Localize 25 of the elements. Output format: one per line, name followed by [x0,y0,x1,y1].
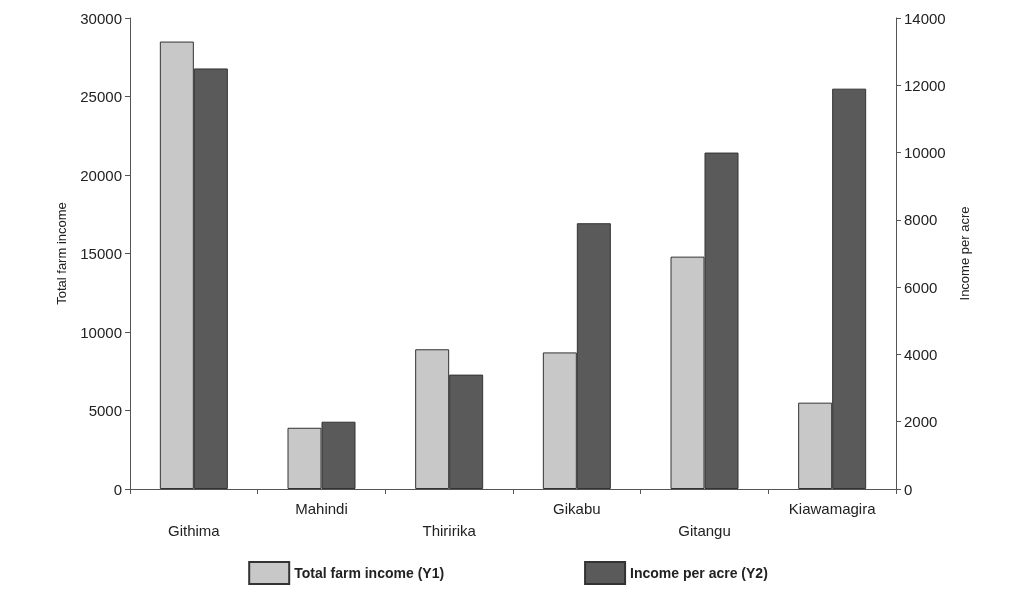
y2-tick-label: 0 [904,480,913,498]
y-tick-label: 15000 [80,245,122,262]
y2-tick-label: 4000 [904,345,938,363]
y-axis-title: Total farm income [54,202,69,305]
y-tick-label: 5000 [88,402,122,419]
x-tick-label: Gitangu [678,521,731,539]
legend-label: Total farm income (Y1) [294,565,445,581]
y2-tick-label: 14000 [904,9,946,27]
x-tick-label: Githima [167,521,221,539]
x-tick-label: Kiawamagira [788,499,877,517]
y2-axis-title: Income per acre [957,206,972,301]
legend-label: Income per acre (Y2) [630,565,768,581]
x-tick-label: Mahindi [295,499,348,517]
y2-tick-label: 12000 [904,76,946,94]
y-tick-label: 10000 [80,323,122,341]
y2-tick-label: 6000 [904,278,938,296]
y2-tick-label: 2000 [904,413,938,431]
y2-tick-label: 10000 [904,144,946,162]
x-tick-label: Gikabu [553,499,601,517]
y2-tick-label: 8000 [904,211,938,229]
y-tick-label: 0 [113,480,122,498]
y-tick-label: 20000 [80,166,122,184]
y-tick-label: 30000 [80,9,122,27]
y-tick-label: 25000 [80,88,122,105]
x-tick-label: Thiririka [422,521,477,539]
